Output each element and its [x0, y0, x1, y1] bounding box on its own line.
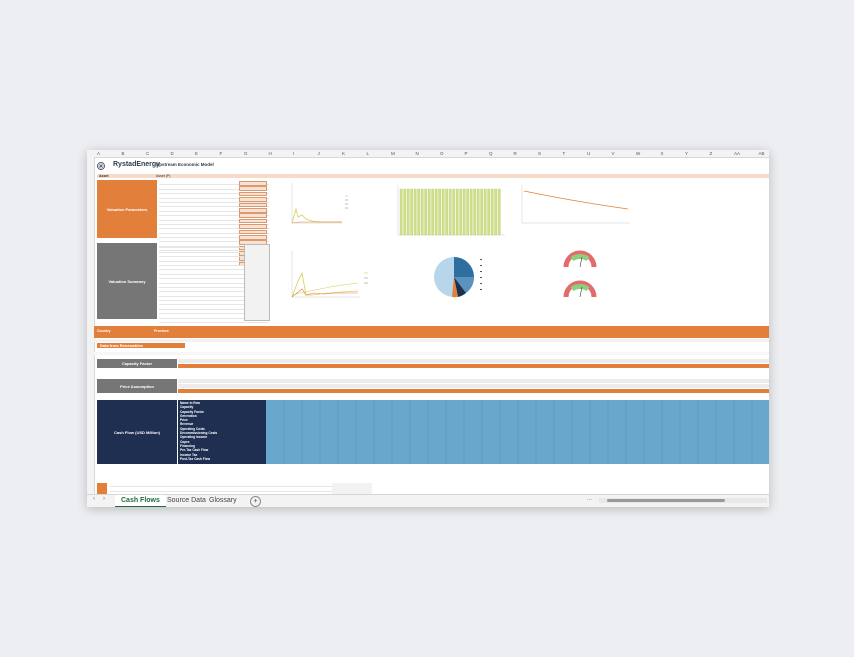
- spreadsheet-window: A B C D E F G H I J K L M N O P Q R S T U V W X Y Z AA AB RystadEne…: [87, 150, 769, 507]
- column-letter[interactable]: R: [513, 151, 517, 156]
- generation-bar-chart[interactable]: [390, 179, 510, 241]
- column-letter[interactable]: M: [391, 151, 395, 156]
- valuation-parameters-block: Valuation Parameters: [97, 180, 157, 238]
- column-letter[interactable]: L: [366, 151, 370, 156]
- column-letter[interactable]: N: [415, 151, 419, 156]
- cash-flow-row-label: Post-Tax Cash Flow: [180, 456, 211, 461]
- cash-flow-block: Cash Flow (USD Million): [97, 400, 177, 464]
- model-title: Upstream Economic Model: [156, 162, 214, 167]
- column-title-band: [94, 326, 769, 338]
- horizontal-scrollbar-thumb[interactable]: [607, 499, 725, 502]
- capacity-factor-row-2: [178, 364, 769, 368]
- cash-flow-row-label: Financing: [180, 443, 196, 448]
- column-letter[interactable]: Q: [489, 151, 493, 156]
- price-assumption-label: Price Assumption: [120, 383, 154, 389]
- bottom-table-marker: [97, 483, 107, 501]
- data-from-block: Data from Renewables: [97, 343, 185, 348]
- column-letter[interactable]: U: [587, 151, 591, 156]
- data-from-label: Data from Renewables: [100, 343, 143, 348]
- column-letter[interactable]: J: [317, 151, 320, 156]
- tab-source-data[interactable]: Source Data: [167, 497, 206, 504]
- column-letter[interactable]: B: [121, 151, 125, 156]
- column-letter[interactable]: I: [293, 151, 295, 156]
- column-letter[interactable]: V: [611, 151, 615, 156]
- cash-flow-row-label: Name in Row: [180, 401, 201, 405]
- column-letter[interactable]: H: [268, 151, 272, 156]
- cash-flow-label: Cash Flow (USD Million): [114, 429, 160, 435]
- cash-flow-row-labels: Name in Row Capacity Capacity Factor Genera…: [178, 400, 266, 464]
- column-letter[interactable]: A: [97, 151, 101, 156]
- cash-flow-row-label: Capacity: [180, 405, 194, 410]
- cash-flow-column-lines: [283, 400, 753, 464]
- asset-value[interactable]: Asset (P): [156, 174, 171, 178]
- price-row-1: [178, 379, 769, 383]
- gauge-charts[interactable]: [560, 249, 600, 309]
- column-letter[interactable]: Y: [685, 151, 689, 156]
- province-label: Province: [154, 329, 169, 333]
- tab-glossary[interactable]: Glossary: [209, 497, 237, 504]
- column-letter[interactable]: F: [219, 151, 223, 156]
- asset-row: [97, 174, 769, 178]
- cash-flow-row-label: Capacity Factor: [180, 409, 204, 414]
- brand-name: RystadEnergy: [113, 161, 161, 168]
- cash-flow-values-area: [266, 400, 769, 464]
- capacity-factor-row-1: [178, 359, 769, 363]
- cash-flow-row-label: Decommissioning Costs: [180, 431, 218, 436]
- column-letter[interactable]: Z: [709, 151, 713, 156]
- year-row: [94, 352, 769, 355]
- next-sheet-button[interactable]: ›: [103, 496, 105, 502]
- cash-flow-row-label: Price: [180, 418, 188, 423]
- asset-label: Asset: [99, 174, 109, 178]
- valuation-parameters-label: Valuation Parameters: [106, 206, 148, 212]
- column-letter[interactable]: X: [660, 151, 664, 156]
- capacity-factor-block: Capacity Factor: [97, 359, 177, 368]
- country-row: [94, 339, 769, 342]
- column-letter[interactable]: S: [538, 151, 542, 156]
- cash-flow-row-label: Income Tax: [180, 452, 198, 457]
- valuation-summary-block: Valuation Summary: [97, 243, 157, 319]
- rystad-logo-icon: [97, 162, 105, 170]
- sheet-tab-bar: ‹ › Cash Flows Source Data Glossary + ..…: [87, 494, 769, 507]
- cash-flow-line-chart[interactable]: [280, 179, 370, 231]
- column-letter[interactable]: AB: [758, 151, 765, 156]
- financials-line-chart[interactable]: [280, 245, 390, 305]
- column-letter[interactable]: AA: [734, 151, 741, 156]
- valuation-parameters-lines: [159, 181, 269, 252]
- country-label: Country: [97, 329, 111, 333]
- cost-breakdown-pie-chart[interactable]: [428, 249, 508, 307]
- cash-flow-row-label: Operating Costs: [180, 426, 205, 431]
- tab-cash-flows[interactable]: Cash Flows: [115, 495, 166, 507]
- column-letter[interactable]: C: [146, 151, 150, 156]
- add-sheet-button[interactable]: +: [250, 496, 261, 507]
- price-assumption-block: Price Assumption: [97, 379, 177, 393]
- cash-flow-row-label: Revenue: [180, 422, 194, 427]
- sheet-grid: RystadEnergy Upstream Economic Model Ass…: [94, 157, 769, 505]
- column-letter[interactable]: T: [562, 151, 566, 156]
- column-letter[interactable]: O: [440, 151, 444, 156]
- column-letter[interactable]: P: [464, 151, 468, 156]
- column-letter[interactable]: E: [195, 151, 199, 156]
- capacity-factor-label: Capacity Factor: [121, 361, 152, 366]
- cash-flow-row-label: Generation: [180, 413, 197, 418]
- column-letter[interactable]: K: [342, 151, 346, 156]
- valuation-summary-label: Valuation Summary: [108, 278, 146, 284]
- valuation-summary-values: [244, 244, 270, 321]
- price-row-3: [178, 389, 769, 393]
- column-header-row: A B C D E F G H I J K L M N O P Q R S T U V W X Y Z AA AB: [87, 150, 769, 158]
- column-letter[interactable]: G: [244, 151, 248, 156]
- cash-flow-row-label: Operating Income: [180, 435, 208, 440]
- cash-flow-row-label: Pre-Tax Cash Flow: [180, 448, 209, 453]
- column-letter[interactable]: D: [170, 151, 174, 156]
- price-row-2: [178, 384, 769, 388]
- capacity-decline-chart[interactable]: [512, 179, 638, 231]
- more-tabs-icon[interactable]: ...: [587, 496, 593, 502]
- cash-flow-row-label: Capex: [180, 439, 190, 444]
- prev-sheet-button[interactable]: ‹: [93, 496, 95, 502]
- column-letter[interactable]: W: [636, 151, 641, 156]
